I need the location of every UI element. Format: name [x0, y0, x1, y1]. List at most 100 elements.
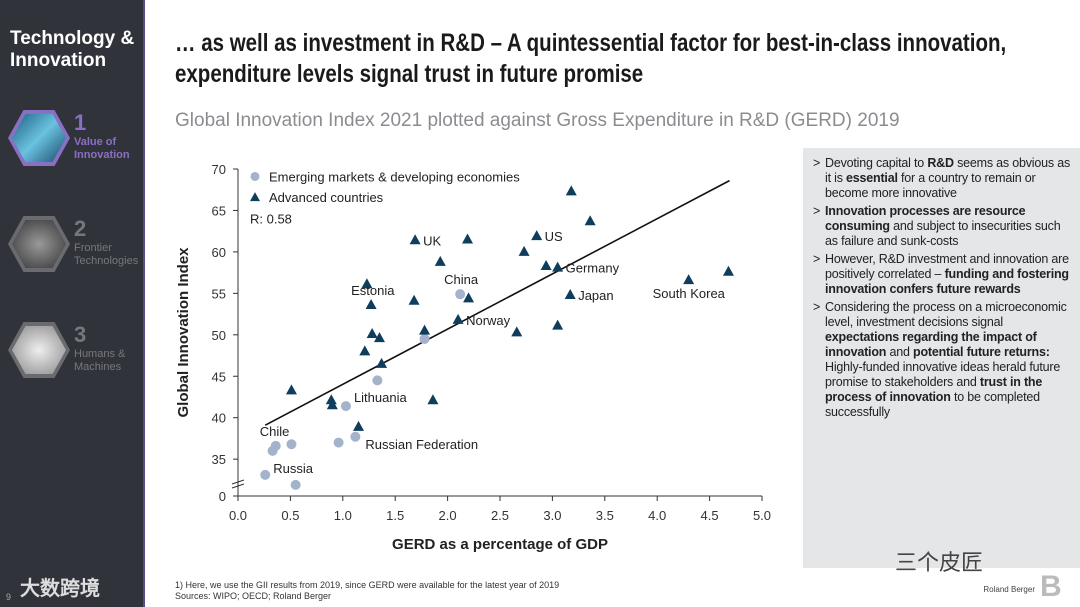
y-tick-label: 35 [212, 452, 226, 467]
footnote-note: 1) Here, we use the GII results from 201… [175, 580, 560, 590]
axis-break-mark [231, 479, 245, 489]
technology-image-icon [8, 216, 70, 272]
legend-circle-icon [250, 171, 260, 181]
data-point-advanced [683, 274, 695, 285]
y-tick-label: 45 [212, 369, 226, 384]
handshake-image-icon [8, 322, 70, 378]
data-point-emerging [286, 439, 297, 450]
data-point-advanced [463, 292, 475, 303]
data-point-advanced [452, 313, 464, 324]
x-tick-label: 5.0 [753, 508, 771, 523]
innovation-image-icon [8, 110, 70, 166]
data-point-advanced [518, 245, 530, 256]
data-point-advanced [462, 233, 474, 244]
page-title: … as well as investment in R&D – A quint… [175, 29, 1007, 88]
x-tick-label: 4.0 [648, 508, 666, 523]
data-point-advanced [511, 326, 523, 337]
nav-label: Value of Innovation [74, 136, 130, 161]
y-axis-title: Global Innovation Index [175, 247, 192, 418]
page-number: 9 [6, 592, 12, 602]
data-point-advanced [326, 399, 338, 410]
data-point-advanced [565, 185, 577, 196]
y-tick-label: 65 [212, 203, 226, 218]
y-tick-label: 60 [212, 245, 226, 260]
country-label: Russia [273, 461, 314, 476]
nav-number: 3 [74, 322, 87, 347]
y-tick-label: 50 [212, 328, 226, 343]
nav-number: 1 [74, 110, 87, 135]
data-point-emerging [350, 431, 361, 442]
data-point-advanced [552, 261, 564, 272]
x-tick-label: 2.0 [439, 508, 457, 523]
x-tick-label: 1.5 [386, 508, 404, 523]
data-point-emerging [333, 437, 344, 448]
watermark-text: 三个皮匠 [895, 550, 984, 575]
country-label: South Korea [653, 286, 726, 301]
insight-text: and [886, 345, 914, 359]
nav-item-frontier-technologies[interactable]: 2 Frontier Technologies [8, 216, 143, 276]
insight-text: However, R&D investment and innovation a… [825, 252, 1069, 281]
data-point-advanced [359, 345, 371, 356]
data-point-advanced [540, 259, 552, 270]
insight-bullet: However, R&D investment and innovation a… [813, 252, 1072, 297]
data-point-advanced [373, 332, 385, 343]
x-tick-label: 3.5 [596, 508, 614, 523]
data-point-advanced [353, 420, 365, 431]
insight-text: to be completed successfully [825, 390, 1040, 419]
x-tick-label: 4.5 [701, 508, 719, 523]
data-point-emerging [260, 469, 271, 480]
nav-item-value-of-innovation[interactable]: 1 Value of Innovation [8, 110, 143, 170]
data-point-advanced [427, 394, 439, 405]
nav-label: Humans & Machines [74, 348, 126, 373]
x-tick-label: 0.0 [229, 508, 247, 523]
country-label: China [444, 272, 479, 287]
x-tick-label: 1.0 [334, 508, 352, 523]
data-point-advanced [564, 289, 576, 300]
legend-label-emerging: Emerging markets & developing economies [269, 169, 520, 184]
data-point-emerging [455, 289, 466, 300]
insight-text: seems as obvious as it is [825, 156, 1070, 185]
data-point-advanced [409, 234, 421, 245]
data-point-advanced [285, 384, 297, 395]
data-point-advanced [325, 394, 337, 405]
correlation-annotation: R: 0.58 [250, 212, 292, 227]
logo-text: Roland Berger [983, 585, 1035, 594]
legend-triangle-icon [250, 192, 260, 202]
insight-text: essential [846, 171, 898, 185]
data-point-emerging [290, 479, 301, 490]
country-label: UK [423, 233, 441, 248]
insight-text: R&D [927, 156, 954, 170]
y-tick-label: 40 [212, 411, 226, 426]
trend-line [264, 179, 730, 426]
insight-text: trust in the process of innovation [825, 375, 1043, 404]
logo-mark: B [1040, 570, 1062, 603]
legend-label-advanced: Advanced countries [269, 190, 384, 205]
data-point-advanced [722, 265, 734, 276]
data-point-advanced [366, 327, 378, 338]
footnote: 1) Here, we use the GII results from 201… [175, 580, 559, 602]
insights-panel: Devoting capital to R&D seems as obvious… [803, 148, 1080, 568]
country-label: Germany [566, 261, 620, 276]
country-label: US [545, 229, 563, 244]
insight-text: Highly-funded innovative ideas herald fu… [825, 360, 1061, 389]
data-point-emerging [419, 333, 430, 344]
section-title: Technology & Innovation [10, 28, 135, 71]
data-point-advanced [361, 278, 373, 289]
x-axis-title: GERD as a percentage of GDP [392, 536, 608, 553]
data-point-advanced [531, 230, 543, 241]
country-label: Japan [578, 288, 613, 303]
nav-number: 2 [74, 216, 87, 241]
insight-text: Considering the process on a microeconom… [825, 300, 1067, 329]
y-tick-label: 0 [219, 489, 226, 504]
nav-item-humans-machines[interactable]: 3 Humans & Machines [8, 322, 143, 382]
insight-text: Devoting capital to [825, 156, 928, 170]
nav-label: Frontier Technologies [74, 242, 139, 267]
insight-text: expectations regarding the impact of inn… [825, 330, 1037, 359]
country-label: Lithuania [354, 390, 408, 405]
country-label: Russian Federation [365, 437, 478, 452]
data-point-advanced [434, 255, 446, 266]
footnote-sources: Sources: WIPO; OECD; Roland Berger [175, 591, 332, 601]
data-point-advanced [419, 324, 431, 335]
data-point-emerging [267, 445, 278, 456]
insight-text: Innovation processes are resource consum… [825, 204, 1026, 233]
